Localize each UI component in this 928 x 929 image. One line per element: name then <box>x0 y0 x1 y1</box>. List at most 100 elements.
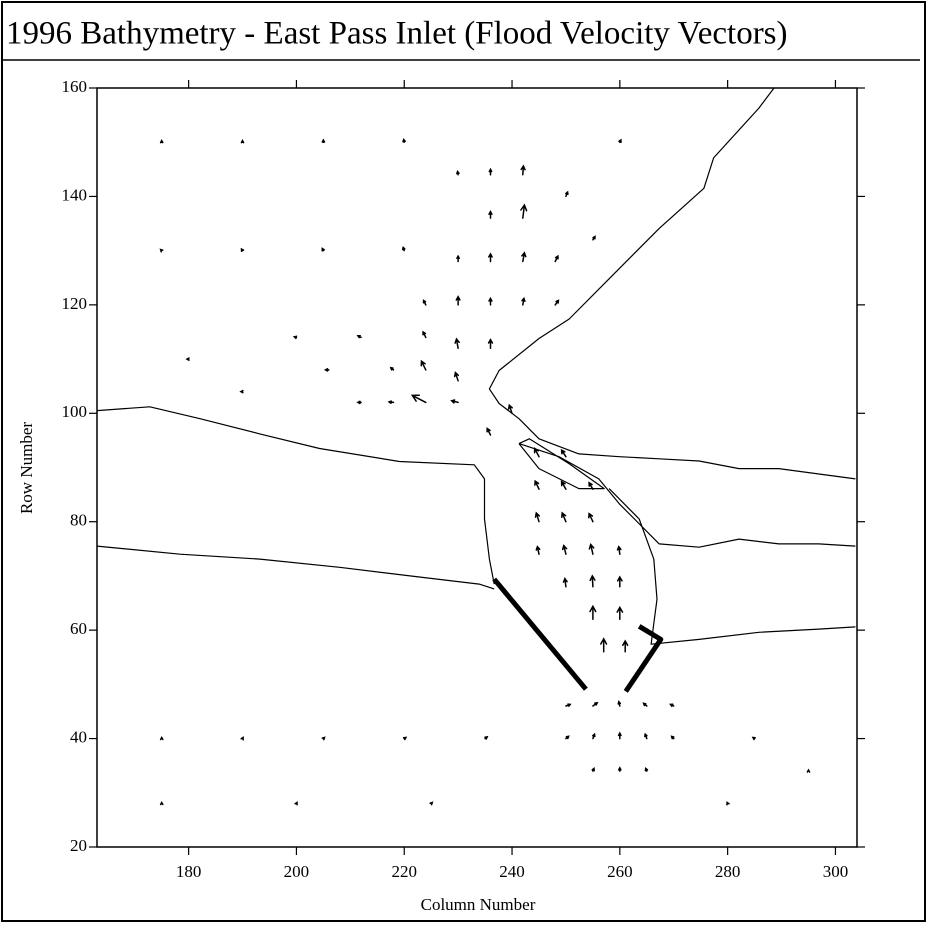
velocity-vector <box>450 399 459 404</box>
jetty <box>623 624 664 693</box>
velocity-vector <box>454 337 460 349</box>
velocity-vector <box>534 511 541 523</box>
shoreline-contour <box>96 545 495 590</box>
velocity-vector <box>486 427 492 436</box>
velocity-vector <box>488 167 493 176</box>
velocity-vector <box>356 400 362 405</box>
shoreline-contour <box>96 406 495 585</box>
velocity-vector <box>806 768 811 773</box>
y-tick-label: 100 <box>62 402 88 421</box>
velocity-vector <box>622 639 629 653</box>
velocity-vector <box>356 334 362 339</box>
velocity-vector <box>488 296 493 306</box>
velocity-vector <box>410 394 427 404</box>
velocity-vector <box>456 254 461 263</box>
velocity-vector <box>402 137 406 143</box>
y-tick-label: 160 <box>62 77 88 96</box>
velocity-vector <box>453 371 460 382</box>
y-axis-label: Row Number <box>17 422 36 514</box>
velocity-vector <box>617 700 622 707</box>
velocity-vector <box>618 138 622 144</box>
velocity-vector <box>642 702 648 707</box>
velocity-vector <box>429 801 434 806</box>
velocity-vector <box>323 368 330 372</box>
velocity-vector <box>592 235 596 241</box>
x-tick-label: 300 <box>823 862 849 881</box>
velocity-vector <box>554 254 559 263</box>
velocity-vector <box>589 574 596 588</box>
velocity-vector <box>240 139 245 144</box>
y-tick-label: 140 <box>62 185 88 204</box>
velocity-vector <box>185 357 190 361</box>
velocity-vector <box>420 359 427 371</box>
velocity-vector <box>561 511 567 523</box>
velocity-vector <box>422 299 427 306</box>
x-axis-label: Column Number <box>421 895 536 914</box>
velocity-vector <box>487 338 494 349</box>
velocity-vector <box>588 481 594 490</box>
velocity-vector <box>520 203 528 219</box>
y-tick-label: 120 <box>62 294 88 313</box>
velocity-vector <box>534 479 540 490</box>
velocity-vector <box>562 577 568 588</box>
velocity-vector <box>617 766 622 772</box>
velocity-vector <box>644 767 649 772</box>
y-tick-label: 40 <box>70 727 87 746</box>
velocity-vector <box>239 389 244 394</box>
velocity-vector <box>321 138 326 143</box>
velocity-vector <box>520 164 526 176</box>
x-tick-label: 260 <box>607 862 633 881</box>
velocity-vector <box>565 735 570 740</box>
y-tick-label: 60 <box>70 619 87 638</box>
velocity-vector <box>294 801 298 806</box>
velocity-vector <box>669 703 675 708</box>
velocity-vector <box>159 248 164 253</box>
plot-frame <box>96 87 858 848</box>
velocity-vector <box>591 766 595 772</box>
velocity-vector <box>159 139 164 144</box>
velocity-vector <box>592 732 596 740</box>
x-tick-label: 220 <box>391 862 417 881</box>
x-tick-label: 240 <box>499 862 525 881</box>
velocity-vector <box>321 736 326 741</box>
velocity-vector <box>589 604 597 621</box>
velocity-vector <box>670 735 675 740</box>
velocity-vector <box>389 366 395 371</box>
y-tick-label: 80 <box>70 511 87 530</box>
velocity-vector <box>488 210 493 219</box>
jetty <box>492 577 588 691</box>
velocity-vector <box>387 400 395 404</box>
velocity-vector <box>616 575 623 588</box>
velocity-vector <box>521 296 526 306</box>
chart-title: 1996 Bathymetry - East Pass Inlet (Flood… <box>6 16 788 52</box>
velocity-vector <box>292 335 298 340</box>
velocity-vector <box>617 731 622 740</box>
velocity-vector <box>565 190 569 198</box>
velocity-vector <box>616 545 622 555</box>
velocity-vector <box>561 544 568 555</box>
x-tick-label: 280 <box>715 862 741 881</box>
velocity-vector <box>751 736 756 741</box>
velocity-vector <box>588 512 594 523</box>
velocity-vector <box>726 801 730 806</box>
velocity-vector <box>455 295 461 306</box>
velocity-vector <box>159 735 164 741</box>
velocity-vector <box>588 542 595 555</box>
velocity-vector <box>560 448 567 458</box>
velocity-vector <box>565 703 572 707</box>
x-tick-label: 200 <box>284 862 310 881</box>
velocity-vector <box>600 637 608 653</box>
velocity-vector <box>554 299 560 306</box>
velocity-vector <box>401 245 406 252</box>
velocity-vector <box>535 545 541 555</box>
y-tick-label: 20 <box>70 836 87 855</box>
shoreline-contour <box>518 438 605 490</box>
velocity-vector <box>592 701 599 707</box>
velocity-vector <box>402 736 408 741</box>
velocity-vector <box>456 169 460 176</box>
velocity-vector <box>533 447 540 458</box>
velocity-vector <box>644 732 648 740</box>
shoreline-contour <box>518 443 856 548</box>
